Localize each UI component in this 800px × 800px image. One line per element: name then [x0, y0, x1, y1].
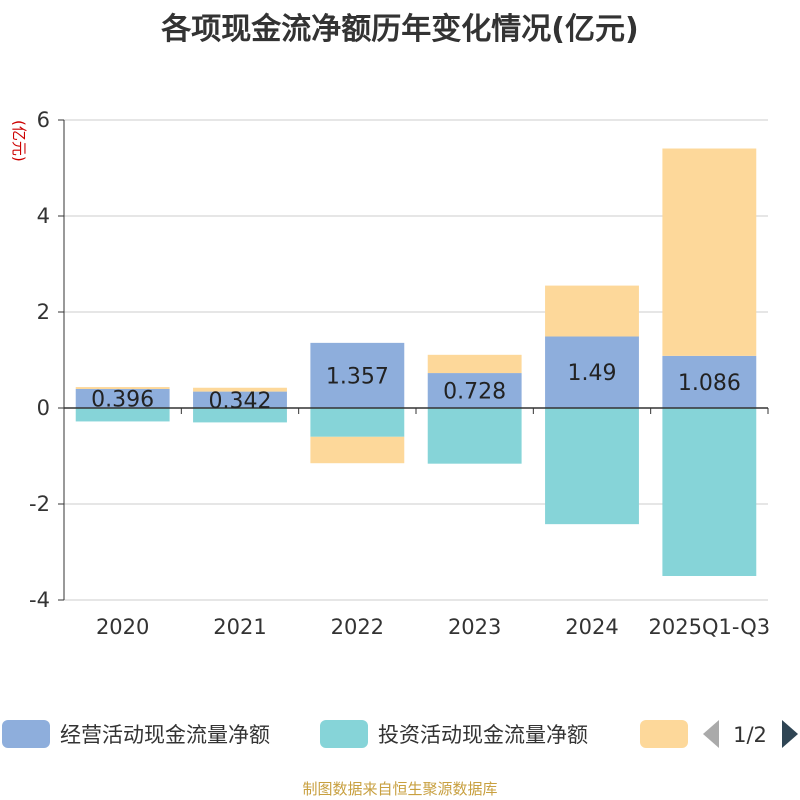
bar-segment — [193, 391, 287, 408]
grid-lines — [64, 119, 768, 601]
bar-segment — [75, 388, 170, 408]
x-tick-label: 2020 — [96, 615, 149, 639]
legend-page-indicator: 1/2 — [733, 723, 767, 747]
chart-title: 各项现金流净额历年变化情况(亿元) — [161, 12, 639, 47]
bar-segment — [662, 355, 757, 408]
legend: 经营活动现金流量净额 投资活动现金流量净额 1/2 — [2, 720, 798, 748]
y-tick-label: -4 — [29, 588, 50, 612]
x-tick-label: 2021 — [213, 615, 266, 639]
legend-label: 投资活动现金流量净额 — [378, 723, 588, 747]
bar-segment — [193, 408, 287, 423]
y-tick-label: 2 — [37, 300, 50, 324]
bar-segment — [427, 373, 522, 408]
bar-segment — [427, 408, 522, 464]
bar-segment — [310, 436, 405, 464]
bar-value-label: 0.728 — [443, 380, 506, 405]
bar-segment — [662, 148, 757, 356]
bar-segment — [75, 387, 170, 389]
y-axis-label: (亿元) — [10, 120, 28, 162]
bar-value-label: 0.396 — [91, 387, 154, 412]
bar-segment — [545, 336, 639, 408]
axes: 6 4 2 0 -2 -4 (亿元) 2020 2021 2022 2023 2024 2025Q1-Q… — [10, 108, 770, 639]
x-tick-label: 2023 — [448, 615, 501, 639]
bars — [75, 148, 757, 576]
y-tick-label: 0 — [37, 396, 50, 420]
legend-swatch — [320, 720, 368, 748]
y-tick-label: 4 — [37, 204, 50, 228]
legend-swatch — [640, 720, 688, 748]
legend-swatch — [2, 720, 50, 748]
x-tick-label: 2024 — [565, 615, 618, 639]
bar-segment — [75, 408, 170, 422]
bar-value-label: 1.357 — [326, 364, 389, 389]
bar-segment — [545, 285, 639, 337]
bar-segment — [310, 342, 405, 408]
x-tick-label: 2022 — [331, 615, 384, 639]
bar-segment — [427, 354, 522, 374]
y-tick-label: -2 — [29, 492, 50, 516]
data-source-note: 制图数据来自恒生聚源数据库 — [302, 780, 498, 798]
x-tick-label: 2025Q1-Q3 — [649, 615, 771, 639]
bar-segment — [193, 387, 287, 392]
legend-next-icon[interactable] — [782, 720, 798, 748]
legend-label: 经营活动现金流量净额 — [60, 723, 270, 747]
y-tick-label: 6 — [37, 108, 50, 132]
bar-value-label: 1.086 — [678, 371, 741, 396]
legend-prev-icon[interactable] — [703, 720, 719, 748]
bar-segment — [545, 408, 639, 525]
bar-value-label: 0.342 — [209, 389, 272, 414]
bar-value-label: 1.49 — [568, 361, 617, 386]
bar-segment — [662, 408, 757, 576]
data-labels: 0.396 0.342 1.357 0.728 1.49 1.086 — [91, 361, 741, 414]
bar-segment — [310, 408, 405, 437]
